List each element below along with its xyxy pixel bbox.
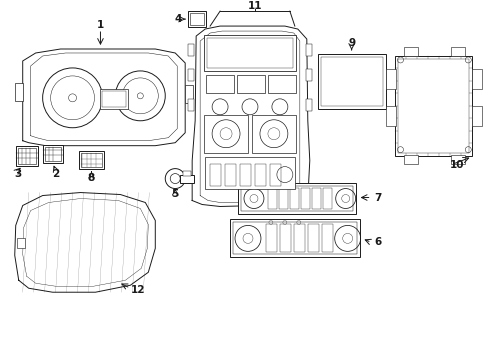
Text: 3: 3 — [14, 168, 21, 179]
Bar — [289, 188, 298, 210]
Text: 11: 11 — [247, 1, 262, 11]
Bar — [240, 164, 250, 185]
Bar — [317, 54, 385, 109]
Bar — [190, 13, 203, 25]
Bar — [450, 155, 465, 164]
Bar — [311, 188, 320, 210]
Bar — [279, 224, 290, 252]
Bar — [397, 59, 468, 153]
Bar — [188, 11, 206, 27]
Text: 4: 4 — [174, 14, 182, 24]
Bar — [404, 155, 418, 164]
Text: 7: 7 — [373, 193, 381, 203]
Bar — [305, 99, 311, 111]
Bar — [188, 44, 194, 56]
Bar — [267, 75, 295, 93]
Bar — [404, 47, 418, 56]
Bar — [210, 164, 221, 185]
Bar — [394, 56, 471, 156]
Bar — [305, 69, 311, 81]
Bar — [251, 115, 295, 153]
Bar — [237, 75, 264, 93]
Bar — [188, 99, 194, 111]
Bar — [233, 222, 356, 254]
Bar — [385, 106, 395, 126]
Bar — [229, 220, 359, 257]
Text: 10: 10 — [449, 159, 464, 170]
Bar — [203, 115, 247, 153]
Bar — [183, 171, 191, 176]
Bar — [44, 147, 61, 161]
Bar — [385, 69, 395, 89]
Bar — [267, 188, 276, 210]
Polygon shape — [192, 26, 309, 207]
Bar — [450, 47, 465, 56]
Bar — [17, 238, 25, 248]
Polygon shape — [15, 193, 155, 292]
Polygon shape — [22, 49, 185, 146]
Bar — [81, 153, 102, 167]
Bar — [79, 151, 104, 168]
Bar — [15, 83, 22, 101]
Bar — [254, 164, 265, 185]
Bar — [16, 146, 38, 166]
Text: 2: 2 — [52, 168, 59, 179]
Bar — [185, 85, 193, 103]
Bar — [293, 224, 304, 252]
Bar — [207, 38, 292, 68]
Bar — [224, 164, 236, 185]
Bar — [300, 188, 309, 210]
Bar — [471, 69, 481, 89]
Bar — [322, 188, 331, 210]
Bar — [269, 164, 280, 185]
Text: 9: 9 — [347, 38, 354, 48]
Bar — [203, 35, 295, 71]
Bar — [180, 175, 194, 183]
Bar — [320, 57, 382, 106]
Bar — [18, 148, 36, 164]
Bar — [206, 75, 234, 93]
Bar — [100, 89, 128, 109]
Bar — [307, 224, 318, 252]
Text: 1: 1 — [97, 20, 104, 30]
Bar — [188, 69, 194, 81]
Bar — [238, 183, 355, 215]
Bar — [278, 188, 287, 210]
Text: 6: 6 — [373, 237, 381, 247]
Bar — [102, 91, 126, 107]
Bar — [204, 157, 294, 189]
Text: 12: 12 — [131, 285, 145, 295]
Bar — [241, 185, 352, 211]
Bar — [305, 44, 311, 56]
Bar — [321, 224, 332, 252]
Bar — [265, 224, 276, 252]
Bar — [42, 145, 62, 163]
Text: 5: 5 — [171, 189, 179, 198]
Text: 8: 8 — [88, 172, 95, 183]
Bar — [471, 106, 481, 126]
